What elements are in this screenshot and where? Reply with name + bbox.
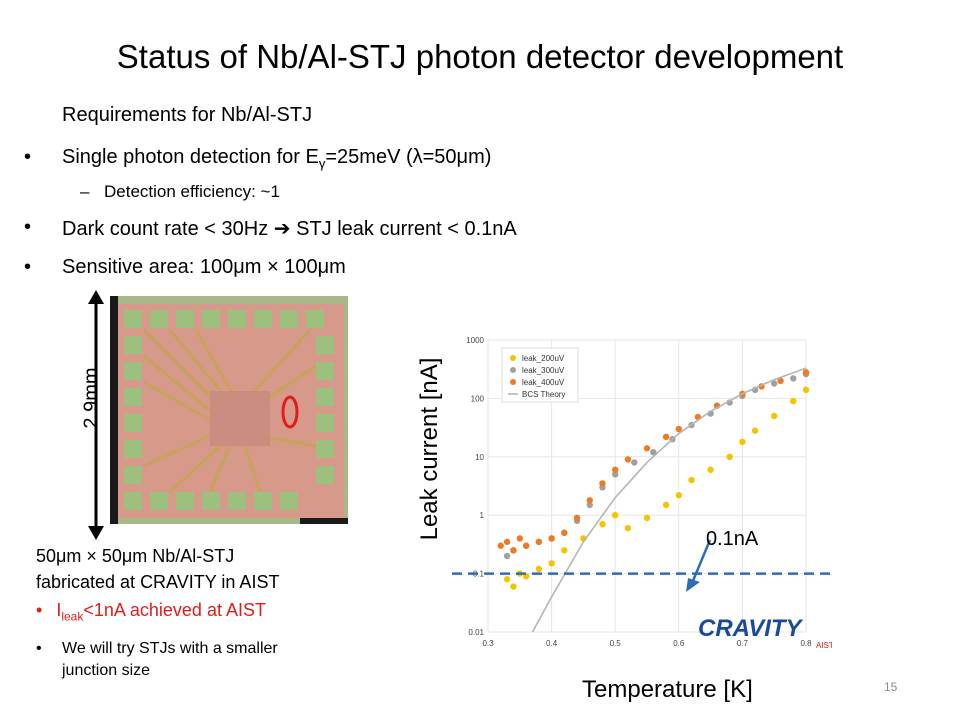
data-point	[662, 433, 670, 441]
chip-photo	[110, 296, 348, 524]
data-point	[802, 369, 810, 376]
data-point	[561, 529, 568, 536]
data-point	[586, 501, 593, 509]
data-point	[643, 445, 651, 452]
data-point	[650, 448, 657, 456]
data-point	[675, 492, 682, 499]
data-point	[503, 552, 511, 560]
legend-label: leak_300uV	[522, 366, 565, 375]
x-tick-label: 0.8	[800, 639, 812, 648]
data-point	[675, 425, 682, 433]
data-point	[599, 521, 606, 528]
y-tick-label: 0.01	[468, 628, 484, 637]
data-point	[688, 476, 695, 484]
data-point	[535, 538, 543, 546]
data-point	[624, 524, 632, 532]
y-tick-label: 1	[480, 511, 485, 520]
leak-current-plot: 0.01 0.1 1 10 100 1000 0.3 0.4 0.5 0.6 0.7 0.8 leak…	[452, 326, 832, 666]
cravity-logo: CRAVITY AIST	[698, 615, 832, 650]
data-point	[790, 397, 797, 405]
stj-highlight-circle	[281, 395, 299, 429]
requirements-heading: Requirements for Nb/Al-STJ	[62, 104, 313, 126]
data-point	[503, 538, 511, 546]
plot-series	[497, 367, 810, 633]
data-point	[751, 427, 759, 434]
chip-caption-line2: fabricated at CRAVITY in AIST	[36, 572, 280, 592]
x-tick-label: 0.7	[737, 639, 749, 648]
series-leak_200uV	[503, 386, 810, 590]
bullet-sensitive-area: • Sensitive area: 100μm × 100μm	[24, 256, 346, 278]
bullet-single-photon: • Single photon detection for Eγ=25meV (λ…	[24, 146, 492, 171]
plot-legend: leak_200uV leak_300uV leak_400uV BCS Theory	[501, 347, 579, 403]
sub-bullet-efficiency: – Detection efficiency: ~1	[80, 182, 280, 201]
bullet-dark-count: • Dark count rate < 30Hz ➔ STJ leak curre…	[24, 216, 517, 240]
y-tick-label: 0.1	[473, 570, 485, 579]
legend-label: leak_400uV	[522, 378, 565, 387]
data-point	[631, 459, 638, 466]
future-plan-note: • We will try STJs with a smaller juncti…	[36, 640, 278, 679]
data-point	[707, 466, 714, 473]
chip-dimension-label: 2.9mm	[80, 367, 103, 429]
data-point	[548, 560, 555, 567]
data-point	[802, 386, 810, 394]
series-leak_400uV	[497, 369, 810, 554]
data-point	[771, 380, 778, 387]
slide-number: 15	[884, 680, 898, 694]
data-point	[643, 514, 651, 522]
plot-grid	[487, 339, 807, 633]
leak-achieved-note: • Ileak<1nA achieved at AIST	[36, 600, 266, 624]
data-point	[612, 471, 619, 478]
legend-swatch	[510, 367, 516, 373]
threshold-label: 0.1nA	[706, 528, 759, 550]
data-point	[510, 583, 517, 590]
x-tick-label: 0.6	[673, 639, 685, 648]
data-point	[771, 412, 778, 420]
y-tick-label: 1000	[466, 336, 484, 345]
legend-swatch	[510, 379, 516, 385]
aist-logo-text: AIST	[816, 641, 832, 650]
dimension-arrow	[88, 290, 104, 540]
x-axis-label: Temperature [K]	[582, 676, 753, 703]
data-point	[612, 466, 619, 473]
legend-label: BCS Theory	[522, 390, 565, 399]
chip-caption-line1: 50μm × 50μm Nb/Al-STJ	[36, 546, 235, 566]
legend-swatch	[510, 355, 516, 361]
data-point	[497, 542, 504, 549]
x-tick-label: 0.4	[546, 639, 558, 648]
series-line-bcs	[531, 367, 807, 633]
data-point	[599, 480, 606, 487]
arrow-right-icon: ➔	[273, 218, 291, 240]
data-point	[777, 377, 784, 385]
y-axis-label: Leak current [nA]	[416, 357, 443, 541]
data-point	[548, 535, 555, 542]
y-tick-label: 100	[471, 394, 485, 403]
x-tick-label: 0.3	[482, 639, 494, 648]
y-tick-label: 10	[475, 453, 484, 462]
data-point	[561, 547, 568, 554]
data-point	[739, 438, 746, 446]
data-point	[624, 456, 632, 463]
legend-label: leak_200uV	[522, 354, 565, 363]
x-tick-label: 0.5	[610, 639, 622, 648]
slide-title: Status of Nb/Al-STJ photon detector deve…	[116, 38, 844, 75]
threshold-pointer-head	[686, 578, 700, 592]
data-point	[586, 497, 593, 504]
data-point	[790, 375, 797, 382]
data-point	[662, 501, 670, 509]
data-point	[726, 453, 733, 460]
data-point	[516, 535, 523, 542]
data-point	[522, 542, 530, 549]
data-point	[573, 514, 581, 522]
data-point	[503, 576, 511, 583]
cravity-logo-text: CRAVITY	[698, 615, 804, 642]
plot-ticks: 0.01 0.1 1 10 100 1000 0.3 0.4 0.5 0.6 0.7 0.8	[466, 336, 812, 648]
data-point	[535, 565, 543, 573]
data-point	[612, 512, 619, 519]
data-point	[510, 547, 517, 554]
